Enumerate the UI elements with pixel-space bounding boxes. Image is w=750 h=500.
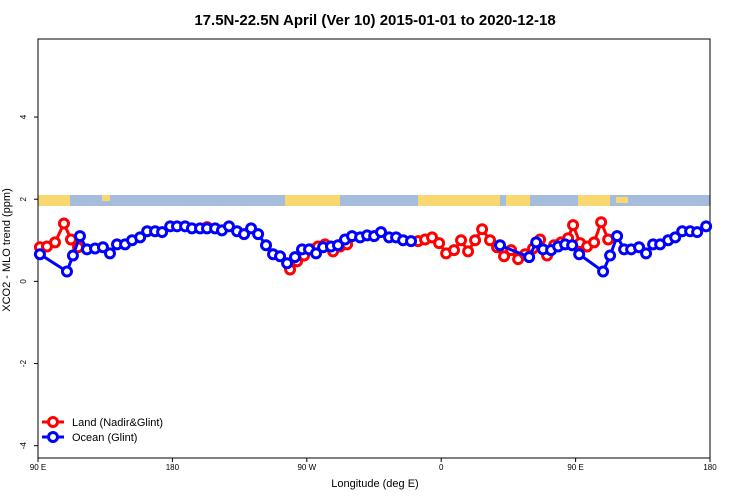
data-point — [523, 251, 536, 264]
data-point — [274, 250, 287, 263]
y-tick-label: 4 — [19, 114, 28, 119]
y-axis-label: XCO2 - MLO trend (ppm) — [1, 188, 13, 311]
data-point — [700, 220, 713, 233]
data-point — [597, 265, 610, 278]
data-point — [73, 230, 86, 243]
data-point — [566, 239, 579, 252]
data-point — [588, 236, 601, 249]
data-point — [448, 244, 461, 257]
y-tick-label: 2 — [19, 196, 28, 201]
data-point — [66, 249, 79, 262]
data-point — [375, 226, 388, 239]
data-point — [484, 234, 497, 247]
data-point — [60, 265, 73, 278]
data-point — [103, 247, 116, 260]
data-point — [134, 231, 147, 244]
land-mask-strip — [38, 195, 710, 206]
data-point — [611, 230, 624, 243]
chart-title: 17.5N-22.5N April (Ver 10) 2015-01-01 to… — [194, 12, 555, 29]
data-point — [691, 226, 704, 239]
y-tick-label: 0 — [19, 279, 28, 284]
data-point — [33, 248, 46, 261]
x-tick-label: 90 E — [567, 463, 583, 472]
data-point — [494, 239, 507, 252]
x-tick-label: 180 — [166, 463, 180, 472]
data-point — [281, 257, 294, 270]
data-point — [96, 241, 109, 254]
data-point — [57, 217, 70, 230]
data-point — [405, 235, 418, 248]
x-tick-label: 0 — [439, 463, 444, 472]
data-point — [498, 250, 511, 263]
legend-label: Land (Nadir&Glint) — [72, 417, 163, 429]
data-point — [567, 219, 580, 232]
legend-label: Ocean (Glint) — [72, 432, 137, 444]
legend-marker — [47, 416, 59, 428]
data-point — [669, 231, 682, 244]
x-axis-label: Longitude (deg E) — [331, 478, 418, 490]
data-point — [49, 236, 62, 249]
data-point — [595, 216, 608, 229]
plot-frame — [37, 38, 711, 459]
legend-marker — [47, 431, 59, 443]
data-point — [310, 247, 323, 260]
data-point — [573, 248, 586, 261]
data-point — [604, 249, 617, 262]
data-point — [455, 234, 468, 247]
data-point — [476, 223, 489, 236]
data-point — [289, 251, 302, 264]
data-point — [433, 237, 446, 250]
data-point — [633, 241, 646, 254]
data-point — [222, 220, 235, 233]
data-point — [530, 236, 543, 249]
x-tick-label: 90 E — [30, 463, 46, 472]
data-point — [156, 226, 169, 239]
data-point — [462, 245, 475, 258]
data-point — [252, 228, 265, 241]
x-tick-label: 90 W — [297, 463, 316, 472]
data-point — [640, 247, 653, 260]
x-tick-label: 180 — [703, 463, 717, 472]
data-point — [260, 239, 273, 252]
y-tick-label: -2 — [19, 359, 28, 367]
y-tick-label: -4 — [19, 442, 28, 450]
data-point — [469, 234, 482, 247]
